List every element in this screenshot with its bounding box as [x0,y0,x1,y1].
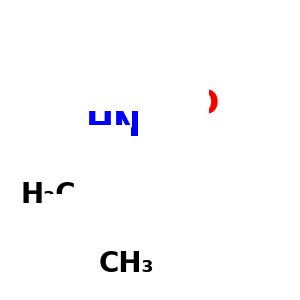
Text: S: S [144,64,168,98]
Text: HN: HN [86,110,142,142]
Text: Cl: Cl [178,22,212,50]
Text: O: O [76,44,104,76]
Text: O: O [190,88,218,122]
Text: H₃C: H₃C [20,181,76,209]
Text: CH₃: CH₃ [98,250,154,278]
